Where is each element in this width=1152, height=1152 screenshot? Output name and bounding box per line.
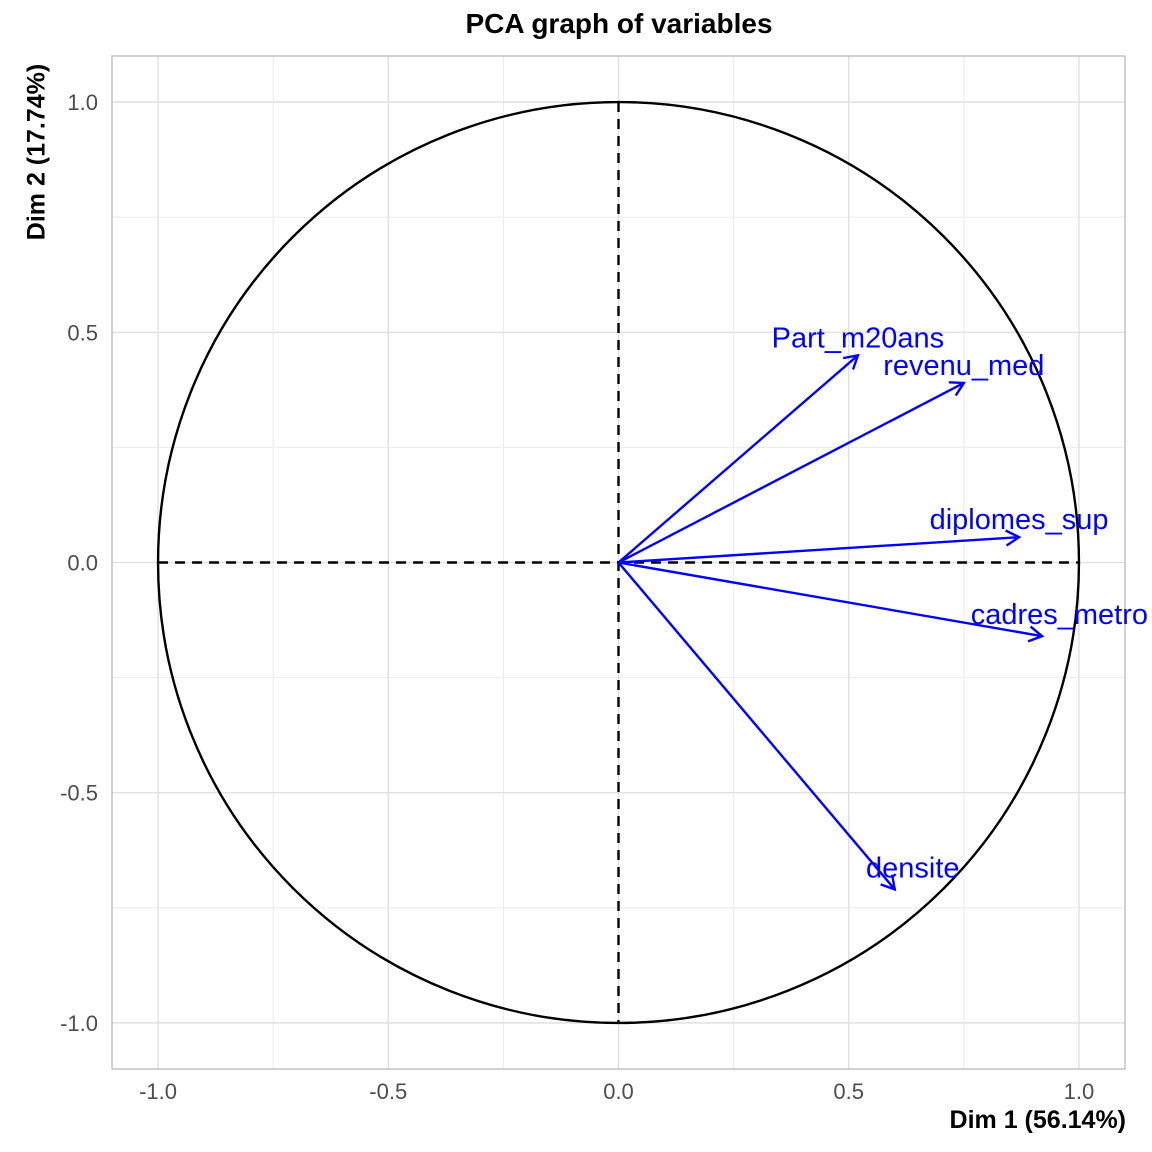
- variable-arrow: [617, 561, 897, 892]
- x-tick-label: -1.0: [139, 1079, 177, 1104]
- x-tick-label: 0.5: [833, 1079, 864, 1104]
- arrow-head: [842, 353, 860, 370]
- y-tick-label: 0.0: [67, 551, 98, 576]
- x-axis-title: Dim 1 (56.14%): [949, 1106, 1126, 1134]
- variable-arrow: [617, 353, 860, 564]
- variable-label: revenu_med: [883, 350, 1044, 382]
- arrow-shaft: [618, 561, 1043, 638]
- variable-label: cadres_metro: [971, 599, 1148, 631]
- arrow-shaft: [617, 561, 896, 891]
- arrow-head: [1005, 529, 1022, 547]
- arrow-head: [880, 874, 897, 892]
- variable-label: densite: [866, 852, 960, 884]
- chart-title: PCA graph of variables: [465, 8, 773, 39]
- variable-arrow: [618, 529, 1022, 564]
- arrow-shaft: [617, 381, 965, 564]
- arrow-shaft: [617, 354, 859, 564]
- axis-ticks: -1.0 -0.5 0.0 0.5 1.0 -1.0 -0.5 0.0 0.5 1.0: [60, 90, 1094, 1104]
- variable-arrow: [618, 561, 1045, 643]
- y-tick-label: -0.5: [60, 781, 98, 806]
- x-tick-label: 0.0: [603, 1079, 634, 1104]
- y-tick-label: 1.0: [67, 90, 98, 115]
- variable-label: diplomes_sup: [930, 504, 1109, 536]
- arrow-head: [948, 381, 966, 397]
- panel-border: [111, 55, 1126, 1070]
- y-axis-title: Dim 2 (17.74%): [22, 63, 51, 241]
- y-tick-label: -1.0: [60, 1011, 98, 1036]
- variable-arrows: [617, 353, 1045, 892]
- arrow-shaft: [618, 535, 1020, 564]
- y-tick-label: 0.5: [67, 320, 98, 345]
- variable-label: Part_m20ans: [772, 322, 945, 354]
- variable-arrow: [617, 381, 966, 564]
- x-tick-label: 1.0: [1064, 1079, 1095, 1104]
- x-tick-label: -0.5: [369, 1079, 407, 1104]
- arrow-head: [1027, 625, 1045, 643]
